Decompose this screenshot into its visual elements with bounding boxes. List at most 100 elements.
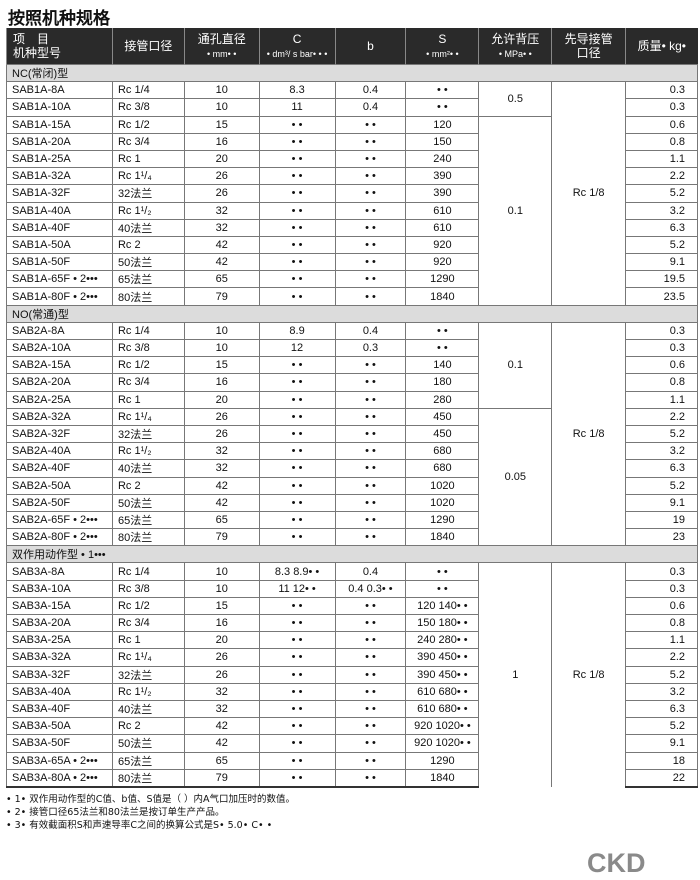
b-value-cell: • • (334, 648, 407, 667)
section-header: NC(常闭)型 (6, 63, 698, 83)
c-value-cell: • • (258, 253, 336, 271)
b-value-cell: 0.4 (334, 321, 407, 340)
mass-cell: 5.2 (625, 184, 698, 202)
s-value-cell: 120 (405, 115, 480, 134)
header-port: 接管口径 (111, 28, 185, 65)
header-dia: 通孔直径 • mm• • (183, 28, 260, 65)
c-value-cell: • • (258, 476, 336, 495)
s-value-cell: 180 (405, 373, 480, 392)
model-cell: SAB2A-10A (6, 338, 113, 357)
table-row: SAB3A-32A Rc 1¹/₄ 26 • • • • 390 450• • 2.2 (6, 648, 698, 667)
b-value-cell: • • (334, 768, 407, 788)
table-row: SAB2A-40F 40法兰 32 • • • • 680 6.3 (6, 459, 698, 477)
table-row: SAB1A-8A Rc 1/4 10 8.3 0.4 • • 0.5 Rc 1/8 0.3 (6, 81, 698, 306)
mass-cell: 5.2 (625, 235, 698, 254)
port-cell: Rc 1/4 (111, 562, 185, 581)
bore-cell: 20 (183, 149, 260, 168)
model-cell: SAB2A-32A (6, 407, 113, 426)
c-value-cell: • • (258, 201, 336, 220)
bore-cell: 15 (183, 115, 260, 134)
s-value-cell: 1020 (405, 493, 480, 512)
c-value-cell: 8.3 (258, 81, 336, 99)
table-row: SAB3A-15A Rc 1/2 15 • • • • 120 140• • 0.6 (6, 596, 698, 615)
s-value-cell: 610 680• • (405, 699, 480, 718)
header-pilot-port: 先导接管 口径 (551, 28, 626, 65)
s-value-cell: 240 (405, 149, 480, 168)
c-value-cell: • • (258, 270, 336, 288)
bore-cell: 32 (183, 218, 260, 237)
bore-cell: 32 (183, 459, 260, 477)
section-title: 双作用动作型 • 1••• (6, 545, 698, 564)
b-value-cell: • • (334, 493, 407, 512)
port-cell: 32法兰 (111, 424, 185, 443)
b-value-cell: • • (334, 442, 407, 460)
s-value-cell: 280 (405, 390, 480, 409)
s-value-cell: 150 180• • (405, 613, 480, 632)
table-row: SAB2A-8A Rc 1/4 10 8.9 0.4 • • 0.1 Rc 1/8 0.3 (6, 321, 698, 546)
mass-cell: 5.2 (625, 424, 698, 443)
spec-table: 项 目机种型号 接管口径 通孔直径 • mm• • C • dm³/ s bar• … (6, 28, 698, 788)
s-value-cell: 680 (405, 442, 480, 460)
b-value-cell: 0.4 (334, 98, 407, 117)
bore-cell: 42 (183, 253, 260, 271)
bore-cell: 32 (183, 699, 260, 718)
port-cell: 80法兰 (111, 287, 185, 306)
table-row: SAB1A-80F • 2••• 80法兰 79 • • • • 1840 23.5 (6, 287, 698, 306)
ckd-logo: CKD (587, 848, 646, 878)
mass-cell: 0.6 (625, 596, 698, 615)
bore-cell: 65 (183, 270, 260, 288)
b-value-cell: 0.4 (334, 81, 407, 99)
pilot-port-cell: Rc 1/8 (551, 81, 627, 306)
mass-cell: 0.6 (625, 356, 698, 374)
bore-cell: 10 (183, 579, 260, 598)
table-row: SAB3A-65A • 2••• 65法兰 65 • • • • 1290 18 (6, 751, 698, 770)
model-cell: SAB3A-80A • 2••• (6, 768, 113, 788)
c-value-cell: • • (258, 596, 336, 615)
b-value-cell: 0.3 (334, 338, 407, 357)
table-row: SAB2A-10A Rc 3/8 10 12 0.3 • • 0.3 (6, 338, 698, 357)
mass-cell: 19 (625, 510, 698, 529)
mass-cell: 0.6 (625, 115, 698, 134)
bore-cell: 79 (183, 528, 260, 546)
mass-cell: 1.1 (625, 390, 698, 409)
c-value-cell: • • (258, 768, 336, 788)
model-cell: SAB3A-32F (6, 665, 113, 684)
table-row: SAB3A-10A Rc 3/8 10 11 12• • 0.4 0.3• • • • 0.… (6, 579, 698, 598)
model-cell: SAB3A-20A (6, 613, 113, 632)
port-cell: Rc 1¹/₂ (111, 442, 185, 460)
table-row: SAB2A-20A Rc 3/4 16 • • • • 180 0.8 (6, 373, 698, 392)
bore-cell: 42 (183, 734, 260, 752)
port-cell: 32法兰 (111, 184, 185, 202)
footnote: • 3• 有效截面积S和声速导率C之间的换算公式是S• 5.0• C• • (6, 820, 273, 831)
s-value-cell: 1290 (405, 510, 480, 529)
table-row: SAB1A-15A Rc 1/2 15 • • • • 120 0.1 0.6 (6, 115, 698, 306)
model-cell: SAB2A-20A (6, 373, 113, 392)
b-value-cell: • • (334, 356, 407, 374)
mass-cell: 5.2 (625, 665, 698, 684)
port-cell: Rc 3/8 (111, 338, 185, 357)
b-value-cell: • • (334, 424, 407, 443)
model-cell: SAB3A-15A (6, 596, 113, 615)
mass-cell: 6.3 (625, 459, 698, 477)
port-cell: Rc 1¹/₂ (111, 682, 185, 701)
table-row: SAB3A-80A • 2••• 80法兰 79 • • • • 1840 22 (6, 768, 698, 788)
mass-cell: 5.2 (625, 717, 698, 735)
port-cell: 65法兰 (111, 751, 185, 770)
section-header: NO(常通)型 (6, 304, 698, 323)
s-value-cell: 390 450• • (405, 648, 480, 667)
bore-cell: 15 (183, 596, 260, 615)
bore-cell: 10 (183, 81, 260, 99)
bore-cell: 16 (183, 132, 260, 151)
model-cell: SAB3A-65A • 2••• (6, 751, 113, 770)
back-pressure-cell: 0.5 (478, 81, 553, 117)
mass-cell: 2.2 (625, 167, 698, 185)
s-value-cell: • • (405, 98, 480, 117)
header-item: 项 目机种型号 (6, 28, 113, 65)
mass-cell: 5.2 (625, 476, 698, 495)
c-value-cell: 8.9 (258, 321, 336, 340)
page-title: 按照机种规格 (8, 9, 110, 29)
model-cell: SAB2A-25A (6, 390, 113, 409)
c-value-cell: • • (258, 149, 336, 168)
port-cell: 40法兰 (111, 459, 185, 477)
b-value-cell: • • (334, 596, 407, 615)
